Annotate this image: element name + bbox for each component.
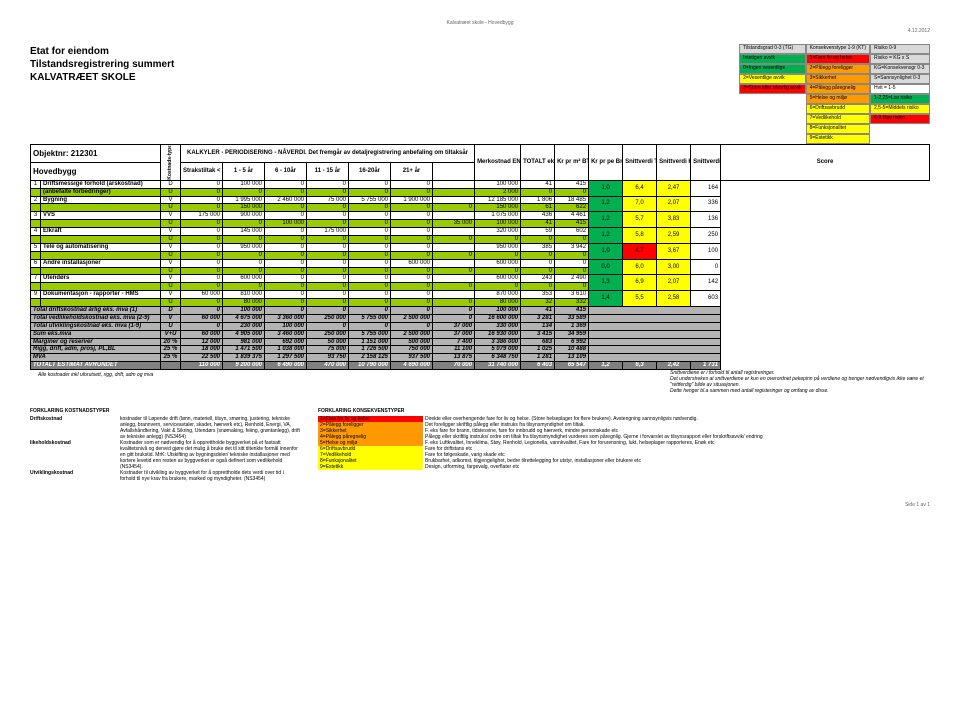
legend-cell: 9=Estetikk xyxy=(806,134,870,144)
col-11-15: 11 - 15 år xyxy=(307,162,349,180)
legend-cell: 1=Fare liv og helse xyxy=(806,54,870,64)
table-row: 4ElkraftV0145 0000175 00000320 000596021… xyxy=(31,228,930,236)
subtotal-row: Total utviklingskostnad eks. mva (1-9)U0… xyxy=(31,322,930,330)
legend-cell: Intetigen avvik xyxy=(739,54,806,64)
legend-cell: 1-2,25=Lav risiko xyxy=(870,94,930,104)
header-hovedbygg: Hovedbygg xyxy=(31,162,161,180)
footnote-right: Snittverdiene er i forhold til antall re… xyxy=(670,370,930,394)
legend-cell: 3=Sikkerhet xyxy=(806,74,870,84)
legend-cell: Risiko = KG x S xyxy=(870,54,930,64)
table-row: (anbefalte forbedringer)U0000002 00000 xyxy=(31,188,930,196)
fork-kost-title: FORKLARING KOSTNADSTYPER xyxy=(30,408,300,414)
col-svr: Snittverdi risiko xyxy=(691,145,721,181)
col-21: 21+ år xyxy=(391,162,433,180)
legend-cell: 0=Ingen vesentlige xyxy=(739,64,806,74)
table-row: 5Tele og automatiseringV0950 0000000950 … xyxy=(31,243,930,251)
subtotal-row: Marginer og reserver20 %12 000981 000692… xyxy=(31,338,930,346)
col-1-5: 1 - 5 år xyxy=(223,162,265,180)
legend-cell: 2=Vesentlige avvik xyxy=(739,74,806,84)
col-1ar: Strakstiltak < 1 år xyxy=(181,162,223,180)
col-svkt: Snittverdi KT xyxy=(657,145,691,181)
table-row: U0000000000 xyxy=(31,251,930,259)
table-row: U0000000000 xyxy=(31,283,930,291)
legend-cell: 8=Funksjonalitet xyxy=(806,124,870,134)
fork-konsekv-title: FORKLARING KONSEKVENSTYPER xyxy=(318,408,930,414)
table-row: U080 0000000080 00032332 xyxy=(31,299,930,307)
col-merk: Merkostnad ENØK xyxy=(475,145,521,181)
subtotal-row: Total vedlikeholdskostnad eks. mva (2-9)… xyxy=(31,314,930,322)
grand-total-row: TOTALT ESTIMAT AVRUNDET110 0009 200 0006… xyxy=(31,362,930,370)
legend-box: Tilstandsgrad 0-3 (TG)Intetigen avvik0=I… xyxy=(739,44,930,144)
legend-cell: 3=Store eller alvorlig avvik xyxy=(739,84,806,94)
table-row: 6Andre installasjonerV00000600 000600 00… xyxy=(31,259,930,267)
header-kalkyler: KALKYLER - PERIODISERING - NÅVERDI. Det … xyxy=(181,145,475,163)
legend-cell: Risiko 0-9 xyxy=(870,44,930,54)
col-m2: Kr pr m² BTA (0-10år) xyxy=(555,145,589,181)
legend-cell: 4=Pålegg påregnelig xyxy=(806,84,870,94)
col-totalt: TOTALT ekskl ENØK xyxy=(521,145,555,181)
legend-cell: Hvit = 1-5 xyxy=(870,84,930,94)
explanation-section: FORKLARING KOSTNADSTYPER Driftskostnadko… xyxy=(30,408,930,482)
table-row: 7UtendørsV0600 0000000600 0002432 4901,3… xyxy=(31,275,930,283)
header-objektnr: Objektnr: 212301 xyxy=(31,145,161,163)
legend-cell: S=Sannsynlighet 0-3 xyxy=(870,74,930,84)
legend-cell: 2,5-5=Middels risiko xyxy=(870,104,930,114)
table-row: 1Driftsmessige forhold (årskostnad)D0100… xyxy=(31,180,930,188)
table-row: 2BygningV01 995 0002 460 00075 0005 755 … xyxy=(31,196,930,204)
rightnote-2: Det understrekes at snittverdiene er kun… xyxy=(670,376,930,388)
col-score: Score xyxy=(721,145,930,181)
legend-cell: 6-9 Høy risiko xyxy=(870,114,930,124)
footnote-left: Alle kostnader inkl uforutsett, rigg, dr… xyxy=(38,372,153,394)
subtotal-row: Sum eks.mvaV+U60 0004 905 0003 460 00025… xyxy=(31,330,930,338)
fork-kost-row: Driftskostnadkostnader til Løpende drift… xyxy=(30,416,300,440)
page-footer: Side 1 av 1 xyxy=(30,502,930,508)
table-row: 9Dokumentasjon - rapporter - HMSV60 0008… xyxy=(31,291,930,299)
fork-kost-row: likeholdskostnadKostnader som er nødvend… xyxy=(30,440,300,470)
table-row: U0000000000 xyxy=(31,267,930,275)
legend-cell: 2=Pålegg foreligger xyxy=(806,64,870,74)
heading-tilstand: Tilstandsregistrering summert xyxy=(30,59,174,70)
subtotal-row: MVA25 %22 5001 839 3751 297 50093 7502 1… xyxy=(31,354,930,362)
heading-etat: Etat for eiendom xyxy=(30,46,174,57)
table-row: 3VVSV175 000900 00000001 075 0004364 461… xyxy=(31,212,930,220)
col-pe: Kr pr pe Brukere (0-10år) xyxy=(589,145,623,181)
legend-cell: Konsekvenstype 1-9 (KT) xyxy=(806,44,870,54)
legend-cell: 7=Vedlikehold xyxy=(806,114,870,124)
fork-konsekv-row: 9=EstetikkDesign, utforming, fargevalg, … xyxy=(318,464,930,470)
legend-cell: KG=Konsekvensgr 0-3 xyxy=(870,64,930,74)
col-16-20: 16-20år xyxy=(349,162,391,180)
legend-cell: Tilstandsgrad 0-3 (TG) xyxy=(739,44,806,54)
rightnote-3: Dette henger bl.a sammen med antall regi… xyxy=(670,388,930,394)
table-row: U0150 00000000150 00061622 xyxy=(31,204,930,212)
subtotal-row: Rigg, drift, adm, prosj, PL,BL25 %18 000… xyxy=(31,346,930,354)
table-row: U0000000000 xyxy=(31,235,930,243)
doc-title-meta: Kalvatræet skole - Hovedbygg xyxy=(30,20,930,26)
legend-cell: 6=Driftsavbrudd xyxy=(806,104,870,114)
fork-kost-row: UtviklingskostnadKostnader til utvikling… xyxy=(30,470,300,482)
col-kostnadstype: Kostnads-type xyxy=(161,145,181,181)
doc-date: 4.12.2012 xyxy=(30,28,930,34)
legend-cell: 5=Helse og miljø xyxy=(806,94,870,104)
col-svtg: Snittverdi TG xyxy=(623,145,657,181)
subtotal-row: Total driftskostnad årlig eks. mva (1)D0… xyxy=(31,306,930,314)
heading-school: KALVATRÆET SKOLE xyxy=(30,72,174,83)
col-6-10: 6 - 10år xyxy=(265,162,307,180)
main-table: Objektnr: 212301 Kostnads-type KALKYLER … xyxy=(30,144,930,370)
table-row: U00100 00000035 000100 00041415 xyxy=(31,220,930,228)
